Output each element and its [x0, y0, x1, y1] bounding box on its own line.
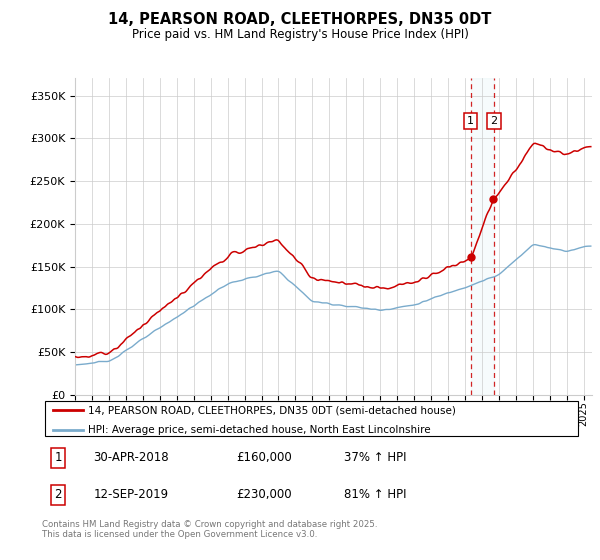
Text: Price paid vs. HM Land Registry's House Price Index (HPI): Price paid vs. HM Land Registry's House … [131, 28, 469, 41]
Text: Contains HM Land Registry data © Crown copyright and database right 2025.
This d: Contains HM Land Registry data © Crown c… [42, 520, 377, 539]
Text: 30-APR-2018: 30-APR-2018 [94, 451, 169, 464]
FancyBboxPatch shape [45, 402, 578, 436]
Text: HPI: Average price, semi-detached house, North East Lincolnshire: HPI: Average price, semi-detached house,… [88, 424, 431, 435]
Text: 81% ↑ HPI: 81% ↑ HPI [344, 488, 407, 501]
Text: £230,000: £230,000 [236, 488, 292, 501]
Text: 1: 1 [55, 451, 62, 464]
Text: 2: 2 [55, 488, 62, 501]
Bar [470, 78, 494, 395]
Text: 14, PEARSON ROAD, CLEETHORPES, DN35 0DT: 14, PEARSON ROAD, CLEETHORPES, DN35 0DT [109, 12, 491, 27]
Text: £160,000: £160,000 [236, 451, 292, 464]
Text: 1: 1 [467, 116, 474, 126]
Text: 2: 2 [490, 116, 497, 126]
Text: 37% ↑ HPI: 37% ↑ HPI [344, 451, 407, 464]
Text: 12-SEP-2019: 12-SEP-2019 [94, 488, 169, 501]
Text: 14, PEARSON ROAD, CLEETHORPES, DN35 0DT (semi-detached house): 14, PEARSON ROAD, CLEETHORPES, DN35 0DT … [88, 405, 456, 415]
